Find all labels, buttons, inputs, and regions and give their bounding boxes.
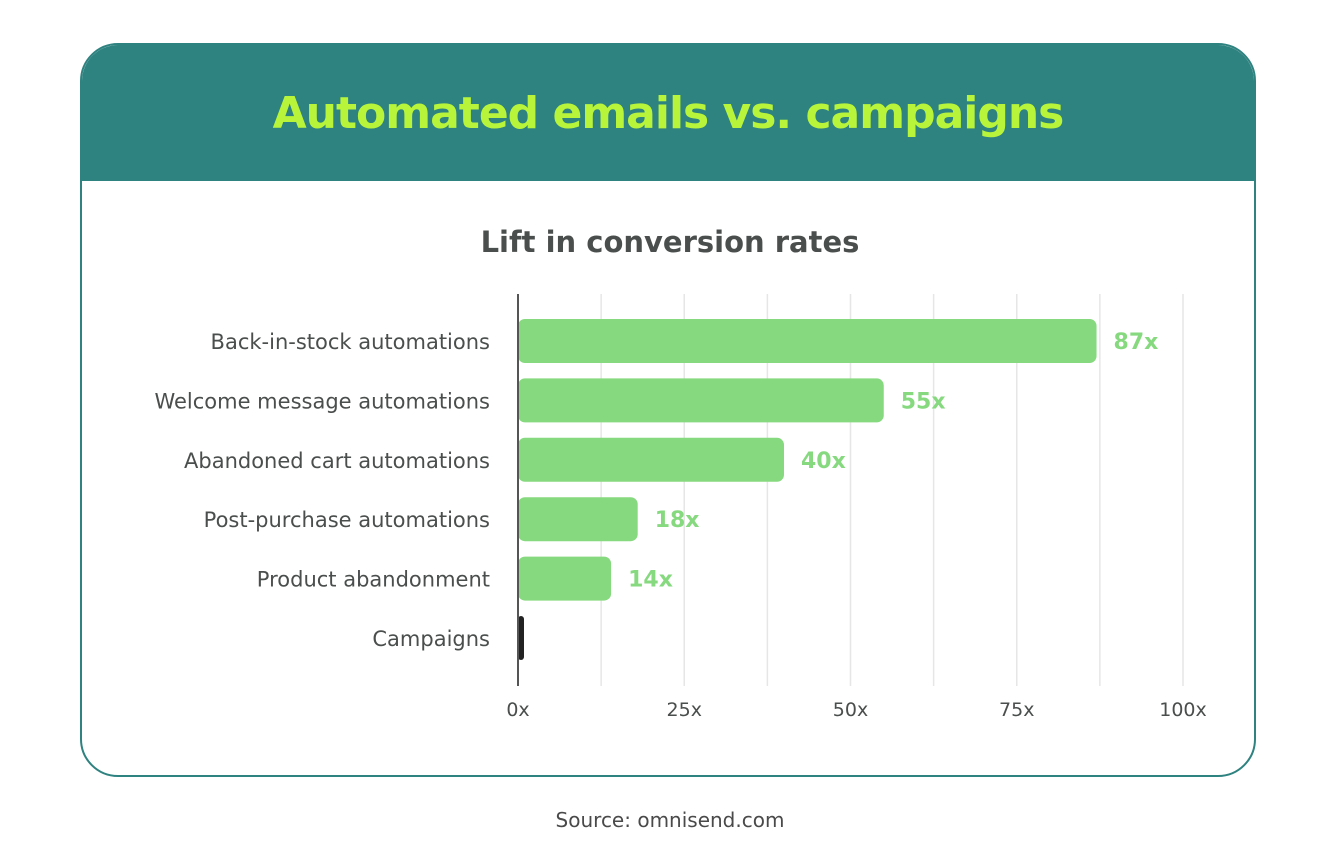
category-label-4: Post-purchase automations (204, 508, 490, 532)
bar-6 (518, 616, 524, 660)
card-title: Automated emails vs. campaigns (272, 87, 1065, 139)
bars: 87x 55x 40x 18x 14x (518, 319, 1158, 660)
source-note: Source: omnisend.com (555, 808, 785, 832)
bar-1 (518, 319, 1097, 363)
value-label-4: 18x (655, 508, 700, 533)
category-label-2: Welcome message automations (154, 389, 490, 413)
x-axis-ticks: 0x 25x 50x 75x 100x (506, 699, 1206, 721)
value-label-1: 87x (1114, 330, 1159, 355)
bar-3 (518, 437, 784, 482)
x-tick-label-2: 25x (667, 699, 702, 721)
category-labels: Back-in-stock automations Welcome message… (154, 330, 490, 651)
value-label-2: 55x (901, 389, 946, 414)
bar-4 (518, 497, 638, 542)
category-label-1: Back-in-stock automations (211, 330, 490, 354)
bar-5 (518, 556, 612, 601)
value-label-5: 14x (628, 568, 673, 593)
x-tick-label-5: 100x (1159, 699, 1207, 721)
x-tick-label-4: 75x (999, 699, 1034, 721)
category-label-5: Product abandonment (257, 568, 490, 592)
chart-title: Lift in conversion rates (481, 225, 860, 259)
category-label-3: Abandoned cart automations (184, 449, 490, 473)
x-tick-label-1: 0x (506, 699, 529, 721)
category-label-6: Campaigns (372, 627, 490, 651)
x-tick-label-3: 50x (833, 699, 868, 721)
card-header: Automated emails vs. campaigns (82, 45, 1254, 181)
chart-card: Automated emails vs. campaigns (80, 43, 1256, 777)
bar-2 (518, 378, 884, 423)
value-label-3: 40x (801, 449, 846, 474)
